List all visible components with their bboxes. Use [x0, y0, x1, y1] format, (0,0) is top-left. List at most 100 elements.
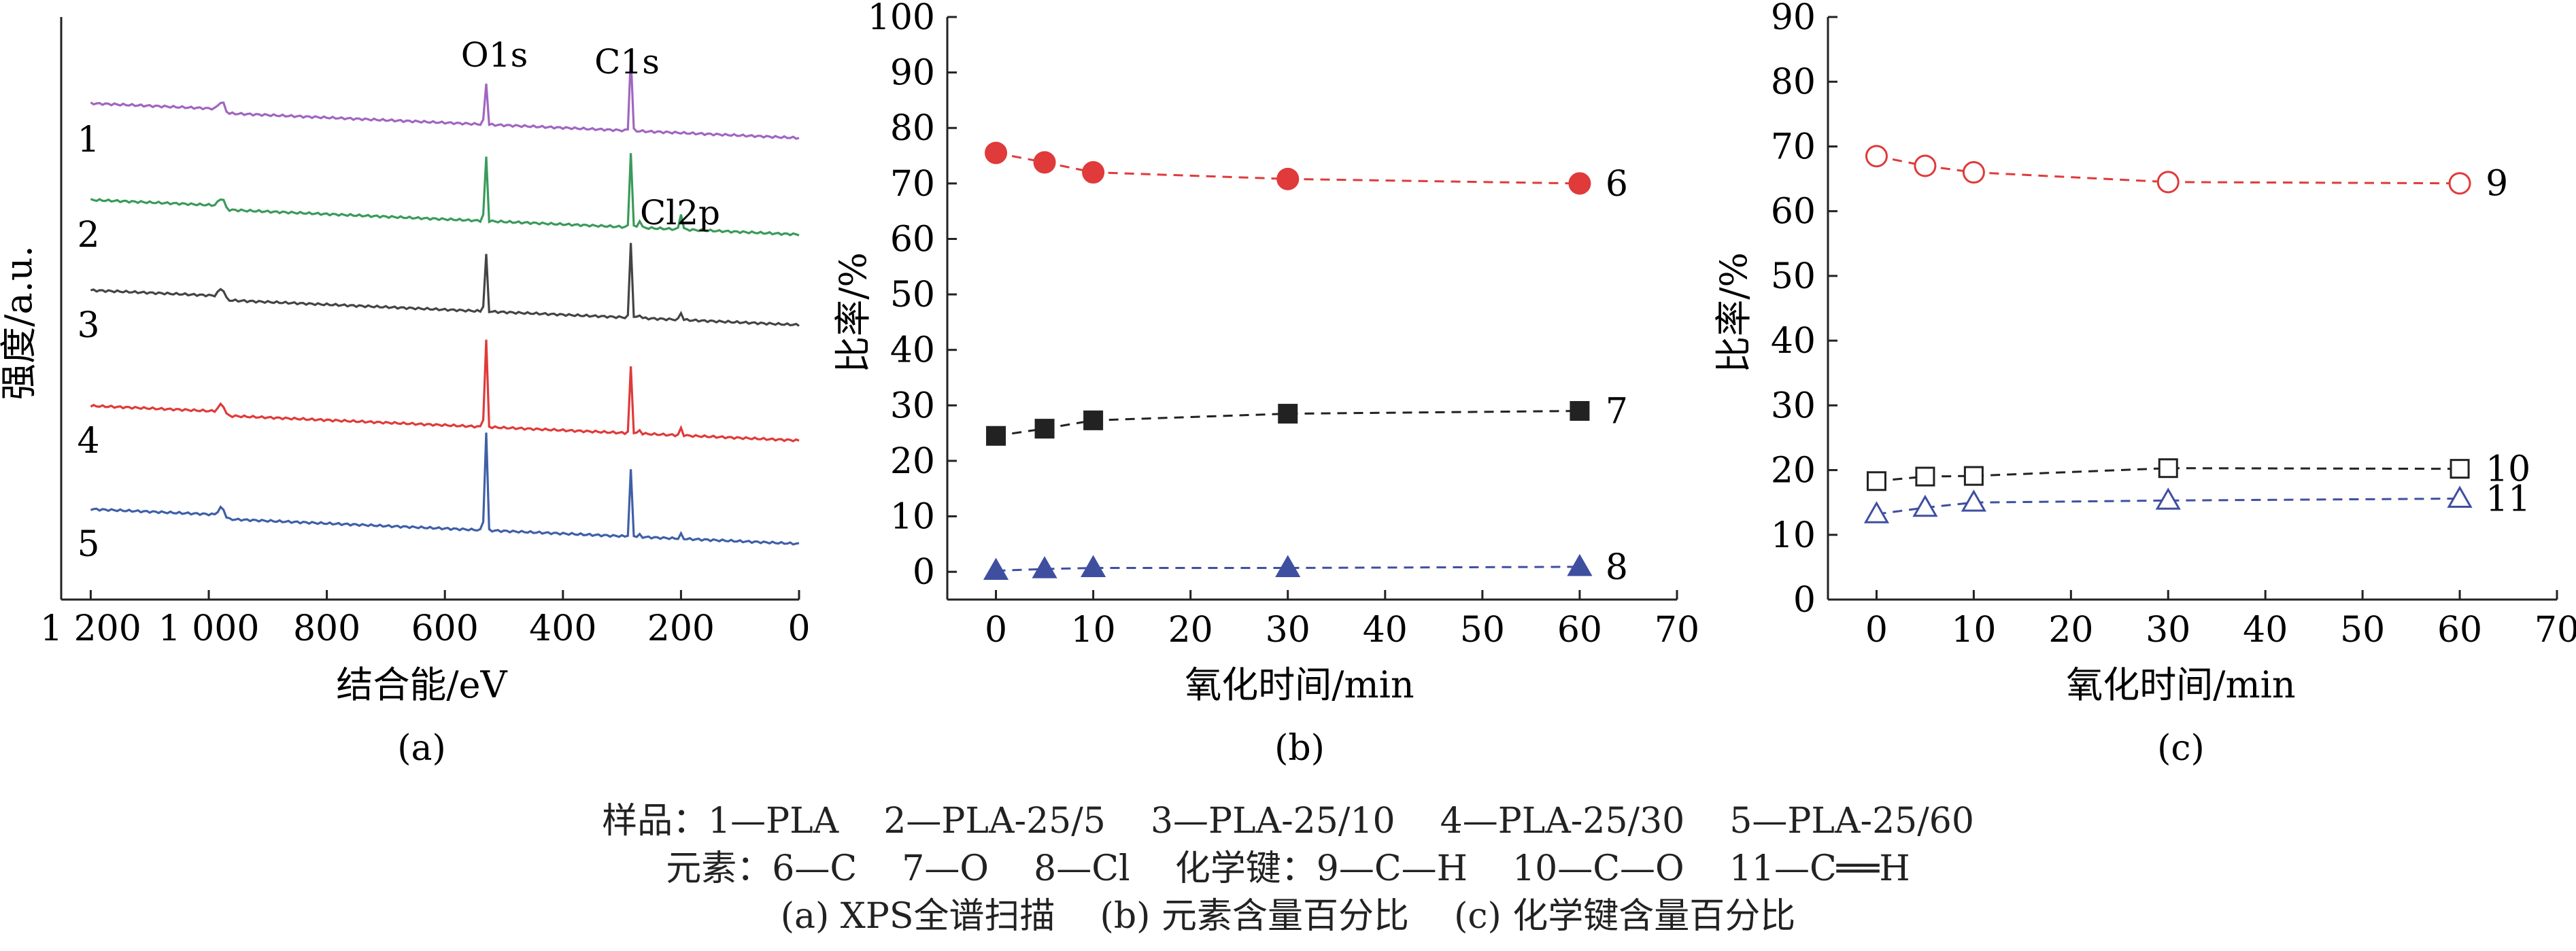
- panel-c-xlabel: 氧化时间/min: [2066, 663, 2295, 706]
- x-tick-label: 30: [2146, 610, 2190, 651]
- spectrum-label-4: 4: [77, 421, 99, 462]
- marker-9: [2448, 172, 2471, 195]
- panel-a-label: (a): [397, 728, 446, 769]
- panel-a-ticks: 1 200 1 000 800 600 400 200 0: [40, 590, 811, 649]
- marker-7: [1278, 404, 1298, 424]
- marker-11: [1863, 501, 1890, 523]
- y-tick-label: 60: [890, 219, 935, 260]
- series-label-10: 10: [2486, 449, 2530, 490]
- marker-6: [1033, 151, 1056, 174]
- panel-a-xps-spectra: 1 200 1 000 800 600 400 200 0 1 2 3 4 5 O1s C1s Cl…: [0, 17, 811, 769]
- marker-7: [1034, 419, 1055, 439]
- x-tick-label: 0: [787, 608, 810, 649]
- y-tick-label: 60: [1771, 192, 1816, 232]
- x-tick-label: 70: [1655, 610, 1699, 651]
- panel-b-element-content: 0 10 20 30 40 50 60 70 0 10 20 30 40 50 60 70 80 90 100 6 7…: [832, 0, 1699, 769]
- marker-11: [2155, 487, 2181, 510]
- spectrum-line-1: [90, 56, 800, 140]
- marker-10: [1866, 471, 1886, 491]
- marker-10: [1963, 466, 1984, 486]
- panel-a-xlabel: 结合能/eV: [336, 663, 507, 706]
- series-line-11: [1876, 498, 2460, 515]
- panel-c-ylabel: 比率/%: [1712, 252, 1755, 373]
- marker-10: [2158, 458, 2178, 479]
- x-tick-label: 20: [1168, 610, 1213, 651]
- x-tick-label: 800: [293, 608, 360, 649]
- marker-6: [1568, 172, 1591, 195]
- marker-6: [1082, 161, 1105, 184]
- marker-11: [1912, 494, 1938, 517]
- y-tick-label: 0: [1793, 580, 1816, 621]
- marker-8: [983, 557, 1009, 581]
- panel-b-label: (b): [1274, 728, 1325, 769]
- marker-9: [1962, 161, 1985, 184]
- y-tick-label: 20: [890, 441, 935, 482]
- y-tick-label: 20: [1771, 451, 1816, 491]
- y-tick-label: 30: [890, 385, 935, 426]
- marker-7: [986, 426, 1006, 446]
- x-tick-label: 10: [1071, 610, 1116, 651]
- x-tick-label: 50: [1460, 610, 1505, 651]
- legend-subfigure-captions: (a) XPS全谱扫描 (b) 元素含量百分比 (c) 化学键含量百分比: [780, 896, 1796, 937]
- legend-samples: 样品：1—PLA 2—PLA-25/5 3—PLA-25/10 4—PLA-25…: [602, 801, 1974, 842]
- y-tick-label: 10: [1771, 515, 1816, 556]
- spectrum-label-3: 3: [77, 305, 99, 346]
- spectrum-line-4: [90, 339, 800, 443]
- marker-9: [2156, 171, 2180, 194]
- y-tick-label: 40: [890, 330, 935, 371]
- spectrum-line-5: [90, 432, 800, 546]
- panel-c-label: (c): [2157, 728, 2205, 769]
- peak-label-o1s: O1s: [461, 35, 528, 75]
- y-tick-label: 40: [1771, 321, 1816, 362]
- y-tick-label: 70: [890, 164, 935, 205]
- x-tick-label: 0: [1865, 610, 1888, 651]
- spectrum-line-3: [90, 243, 800, 327]
- panel-b-series: 6 7 8: [983, 141, 1628, 588]
- y-tick-label: 80: [1771, 62, 1816, 103]
- panel-a-series: 1 2 3 4 5: [77, 56, 800, 565]
- panel-c-ticks: 0 10 20 30 40 50 60 70 0 10 20 30 40 50 60 70 80 90: [1771, 0, 2576, 651]
- y-tick-label: 80: [890, 108, 935, 149]
- series-label-11: 11: [2486, 479, 2530, 519]
- marker-7: [1083, 410, 1104, 430]
- marker-8: [1567, 553, 1593, 576]
- y-tick-label: 30: [1771, 385, 1816, 426]
- marker-7: [1570, 400, 1590, 421]
- marker-6: [1276, 167, 1300, 190]
- marker-11: [1961, 489, 1986, 512]
- x-tick-label: 40: [2243, 610, 2288, 651]
- x-tick-label: 400: [529, 608, 596, 649]
- panel-c-axes: [1827, 17, 2557, 601]
- spectrum-label-1: 1: [77, 120, 99, 160]
- peak-label-c1s: C1s: [594, 42, 660, 82]
- marker-8: [1275, 555, 1301, 577]
- peak-label-cl2p: Cl2p: [640, 193, 720, 232]
- spectrum-label-5: 5: [77, 524, 99, 565]
- marker-10: [1915, 466, 1935, 487]
- y-tick-label: 100: [868, 0, 935, 38]
- spectrum-label-2: 2: [77, 215, 99, 256]
- x-tick-label: 1 000: [158, 608, 260, 649]
- x-tick-label: 20: [2048, 610, 2093, 651]
- y-tick-label: 90: [890, 53, 935, 94]
- panel-b-xlabel: 氧化时间/min: [1185, 663, 1414, 706]
- panel-b-ylabel: 比率/%: [832, 252, 875, 373]
- y-tick-label: 90: [1771, 0, 1816, 38]
- marker-11: [2447, 485, 2473, 508]
- panel-b-ticks: 0 10 20 30 40 50 60 70 0 10 20 30 40 50 60 70 80 90 100: [868, 0, 1699, 651]
- marker-9: [1865, 145, 1888, 168]
- marker-8: [1032, 556, 1057, 578]
- series-label-7: 7: [1606, 391, 1628, 432]
- y-tick-label: 0: [913, 552, 935, 593]
- y-tick-label: 70: [1771, 126, 1816, 167]
- series-label-9: 9: [2486, 164, 2508, 205]
- y-tick-label: 50: [890, 275, 935, 315]
- x-tick-label: 50: [2340, 610, 2385, 651]
- marker-8: [1081, 555, 1106, 577]
- marker-9: [1914, 154, 1937, 177]
- x-tick-label: 10: [1951, 610, 1996, 651]
- x-tick-label: 0: [985, 610, 1007, 651]
